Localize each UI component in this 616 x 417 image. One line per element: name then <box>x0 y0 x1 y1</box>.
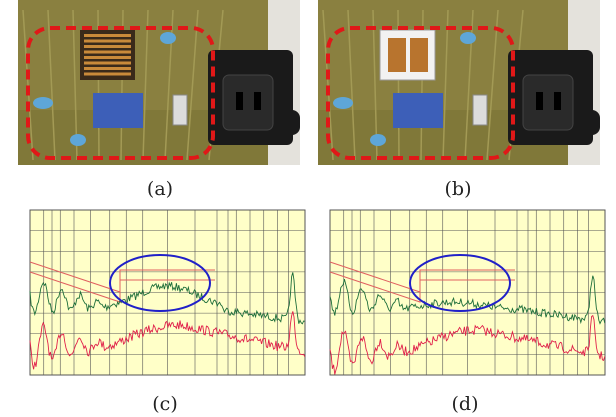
winding <box>84 72 131 76</box>
trace <box>47 9 56 161</box>
photo <box>318 0 600 165</box>
capacitor <box>93 93 143 128</box>
limit-line <box>329 271 515 303</box>
highlight-ellipse <box>409 254 511 312</box>
cap-blue <box>333 97 353 109</box>
pin <box>236 92 243 110</box>
pin <box>536 92 543 110</box>
plots <box>18 205 613 388</box>
fuse <box>172 94 188 126</box>
trace <box>22 9 34 161</box>
socket-tab <box>580 110 600 135</box>
trace <box>142 9 149 161</box>
cap-blue <box>70 134 86 146</box>
pin <box>254 92 261 110</box>
panel-label: (b) <box>445 178 472 200</box>
trace <box>442 9 449 161</box>
photo <box>18 0 300 165</box>
winding <box>84 56 131 59</box>
winding <box>410 38 428 72</box>
panel-label: (c) <box>152 393 177 415</box>
trace <box>322 9 334 161</box>
winding <box>84 39 131 43</box>
trace-red <box>329 314 606 375</box>
winding <box>84 61 131 65</box>
limit-line <box>29 271 215 303</box>
panel-label: (a) <box>147 178 173 200</box>
pin <box>554 92 561 110</box>
panel-label: (d) <box>452 393 479 415</box>
cap-blue <box>33 97 53 109</box>
cap-blue <box>370 134 386 146</box>
winding <box>84 50 131 54</box>
winding <box>84 45 131 48</box>
cap-blue <box>160 32 176 44</box>
trace <box>486 9 499 161</box>
highlight <box>26 26 215 160</box>
spectrum-plot <box>318 205 613 388</box>
socket-face <box>522 74 574 131</box>
winding <box>84 34 131 37</box>
trace-red <box>29 311 306 370</box>
spectrum-plot <box>18 205 313 388</box>
highlight-ellipse <box>109 254 211 312</box>
trace-green <box>329 275 606 325</box>
fuse <box>472 94 488 126</box>
trace-green <box>29 272 305 325</box>
winding <box>84 67 131 70</box>
socket-tab <box>280 110 300 135</box>
cap-blue <box>460 32 476 44</box>
choke <box>80 30 135 80</box>
highlight <box>326 26 515 160</box>
socket-face <box>222 74 274 131</box>
capacitor <box>393 93 443 128</box>
winding <box>388 38 406 72</box>
trace <box>186 9 199 161</box>
trace <box>347 9 356 161</box>
photos <box>18 0 600 165</box>
